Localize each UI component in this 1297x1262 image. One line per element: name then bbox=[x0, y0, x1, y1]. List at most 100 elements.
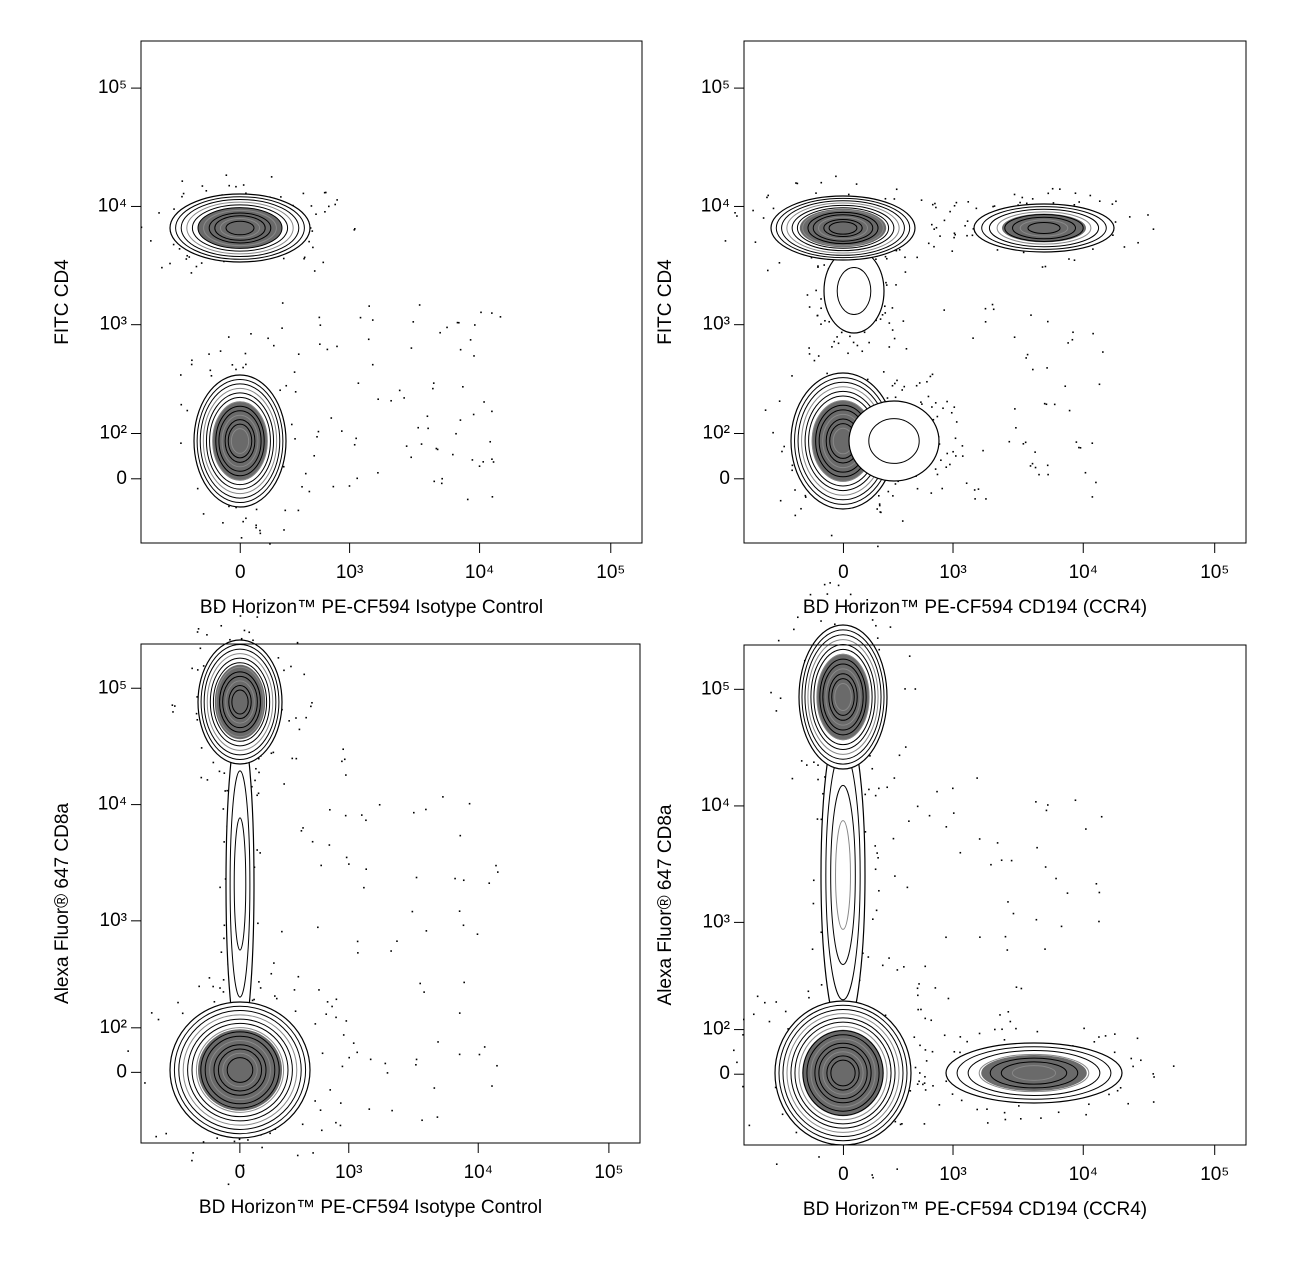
event-dot bbox=[1009, 1020, 1012, 1023]
event-dot bbox=[259, 852, 261, 854]
contour bbox=[813, 648, 873, 746]
event-dot bbox=[208, 353, 210, 355]
event-dot bbox=[441, 477, 443, 480]
event-dot bbox=[992, 308, 995, 311]
event-dot bbox=[341, 1065, 344, 1068]
event-dot bbox=[1123, 246, 1126, 248]
event-dot bbox=[893, 777, 896, 779]
event-dot bbox=[953, 1050, 956, 1053]
event-dot bbox=[1051, 187, 1054, 190]
event-dot bbox=[360, 814, 363, 816]
event-dot bbox=[259, 529, 261, 532]
event-dot bbox=[1043, 402, 1046, 405]
event-dot bbox=[945, 826, 948, 828]
event-dot bbox=[767, 194, 770, 197]
event-dot bbox=[916, 256, 918, 259]
contour bbox=[794, 1021, 892, 1125]
contour bbox=[217, 1048, 263, 1092]
event-dot bbox=[222, 808, 225, 810]
event-dot bbox=[903, 385, 906, 388]
event-dot bbox=[847, 352, 849, 355]
y-tick-label: 10⁴ bbox=[98, 195, 127, 216]
event-dot bbox=[334, 203, 337, 206]
event-dot bbox=[817, 265, 819, 267]
event-dot bbox=[185, 258, 188, 260]
event-dot bbox=[415, 1063, 417, 1066]
event-dot bbox=[955, 201, 958, 204]
event-dot bbox=[365, 868, 368, 870]
contour bbox=[209, 1039, 271, 1101]
event-dot bbox=[482, 461, 485, 463]
contour bbox=[989, 1057, 1079, 1089]
contour bbox=[209, 396, 271, 486]
event-dot bbox=[1020, 987, 1023, 990]
event-dot bbox=[895, 284, 897, 286]
event-dot bbox=[917, 1008, 919, 1011]
event-dot bbox=[242, 520, 244, 523]
y-tick-label: 0 bbox=[719, 468, 730, 489]
event-dot bbox=[1068, 258, 1070, 260]
event-dot bbox=[471, 459, 474, 461]
event-dot bbox=[469, 339, 472, 341]
event-dot bbox=[274, 995, 276, 997]
event-dot bbox=[1074, 799, 1077, 802]
event-dot bbox=[972, 228, 975, 230]
event-dot bbox=[320, 864, 322, 867]
event-dot bbox=[208, 977, 211, 979]
event-dot bbox=[992, 205, 994, 208]
event-dot bbox=[462, 879, 465, 882]
event-dot bbox=[966, 1040, 968, 1043]
event-dot bbox=[923, 1123, 926, 1125]
event-dot bbox=[191, 1159, 193, 1162]
event-dot bbox=[348, 485, 351, 487]
event-dot bbox=[1074, 192, 1077, 195]
event-dot bbox=[455, 432, 457, 435]
x-axis-label: BD Horizon™ PE-CF594 Isotype Control bbox=[200, 597, 543, 618]
event-dot bbox=[1053, 403, 1056, 406]
y-tick-label: 10⁵ bbox=[98, 77, 127, 98]
event-dot bbox=[904, 256, 906, 259]
event-dot bbox=[775, 1163, 778, 1165]
dense-core bbox=[816, 653, 870, 741]
event-dot bbox=[849, 335, 851, 338]
event-dot bbox=[1046, 464, 1049, 467]
event-dot bbox=[736, 215, 738, 217]
contour bbox=[822, 663, 864, 731]
event-dot bbox=[779, 499, 782, 502]
contour bbox=[191, 1022, 289, 1118]
contour bbox=[233, 817, 247, 951]
event-dot bbox=[903, 966, 905, 968]
event-dot bbox=[1073, 259, 1076, 262]
event-dot bbox=[877, 856, 879, 859]
event-dot bbox=[462, 385, 464, 388]
event-dot bbox=[875, 909, 878, 912]
event-dot bbox=[815, 192, 817, 194]
event-dot bbox=[311, 230, 314, 232]
event-dot bbox=[270, 972, 273, 975]
contour bbox=[222, 1052, 258, 1088]
event-dot bbox=[188, 256, 191, 258]
event-dot bbox=[861, 350, 864, 353]
event-dot bbox=[403, 397, 405, 399]
event-dot bbox=[186, 409, 189, 412]
event-dot bbox=[352, 1042, 355, 1044]
event-dot bbox=[781, 1113, 784, 1116]
contour bbox=[848, 400, 940, 482]
event-dot bbox=[491, 410, 493, 413]
event-dot bbox=[1093, 1041, 1096, 1043]
event-dot bbox=[879, 511, 882, 513]
event-dot bbox=[279, 389, 281, 392]
contour bbox=[798, 1025, 888, 1121]
event-dot bbox=[1047, 804, 1049, 806]
event-dot bbox=[906, 886, 909, 889]
event-dot bbox=[1038, 473, 1040, 476]
event-dot bbox=[917, 994, 919, 997]
event-dot bbox=[1044, 866, 1047, 868]
event-dot bbox=[837, 584, 840, 587]
contour bbox=[229, 770, 251, 998]
event-dot bbox=[874, 868, 877, 871]
contour bbox=[791, 204, 895, 252]
event-dot bbox=[348, 1056, 350, 1059]
event-dot bbox=[235, 368, 237, 371]
event-dot bbox=[248, 631, 251, 634]
